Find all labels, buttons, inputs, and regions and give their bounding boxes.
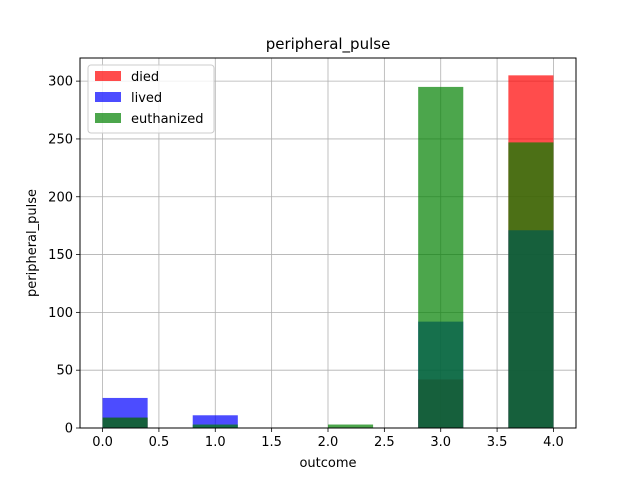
bar-euthanized — [508, 142, 554, 428]
bar-euthanized — [102, 417, 148, 428]
grid — [80, 58, 576, 429]
x-tick-label: 1.0 — [205, 435, 226, 450]
bar-euthanized — [192, 424, 238, 428]
y-tick-label: 250 — [48, 132, 73, 147]
legend: died lived euthanized — [87, 64, 215, 134]
y-axis-label: peripheral_pulse — [25, 189, 40, 297]
bar-euthanized — [418, 86, 464, 428]
y-tick-label: 100 — [48, 306, 73, 321]
x-tick-label: 1.5 — [261, 435, 282, 450]
bar-euthanized — [328, 424, 374, 428]
y-tick-label: 300 — [48, 75, 73, 90]
x-tick-label: 3.0 — [430, 435, 451, 450]
legend-swatch-died — [95, 71, 121, 81]
x-axis-label: outcome — [299, 456, 356, 471]
chart-title: peripheral_pulse — [266, 35, 391, 54]
y-tick-label: 0 — [65, 422, 73, 437]
x-tick-label: 4.0 — [543, 435, 564, 450]
x-tick-label: 0.5 — [149, 435, 170, 450]
legend-label-lived: lived — [131, 91, 162, 106]
y-tick-label: 150 — [48, 248, 73, 263]
axis-ticks: 0.0 0.5 1.0 1.5 2.0 2.5 3.0 3.5 4.0 0 50 100 150 200 2… — [48, 75, 564, 450]
y-tick-label: 50 — [56, 364, 73, 379]
legend-label-died: died — [131, 70, 159, 85]
legend-swatch-lived — [95, 92, 121, 102]
x-tick-label: 3.5 — [487, 435, 508, 450]
legend-swatch-euthanized — [95, 113, 121, 123]
x-tick-label: 2.5 — [374, 435, 395, 450]
legend-label-euthanized: euthanized — [131, 112, 203, 127]
x-tick-label: 2.0 — [318, 435, 339, 450]
x-tick-label: 0.0 — [92, 435, 113, 450]
bars — [102, 75, 554, 428]
y-tick-label: 200 — [48, 190, 73, 205]
